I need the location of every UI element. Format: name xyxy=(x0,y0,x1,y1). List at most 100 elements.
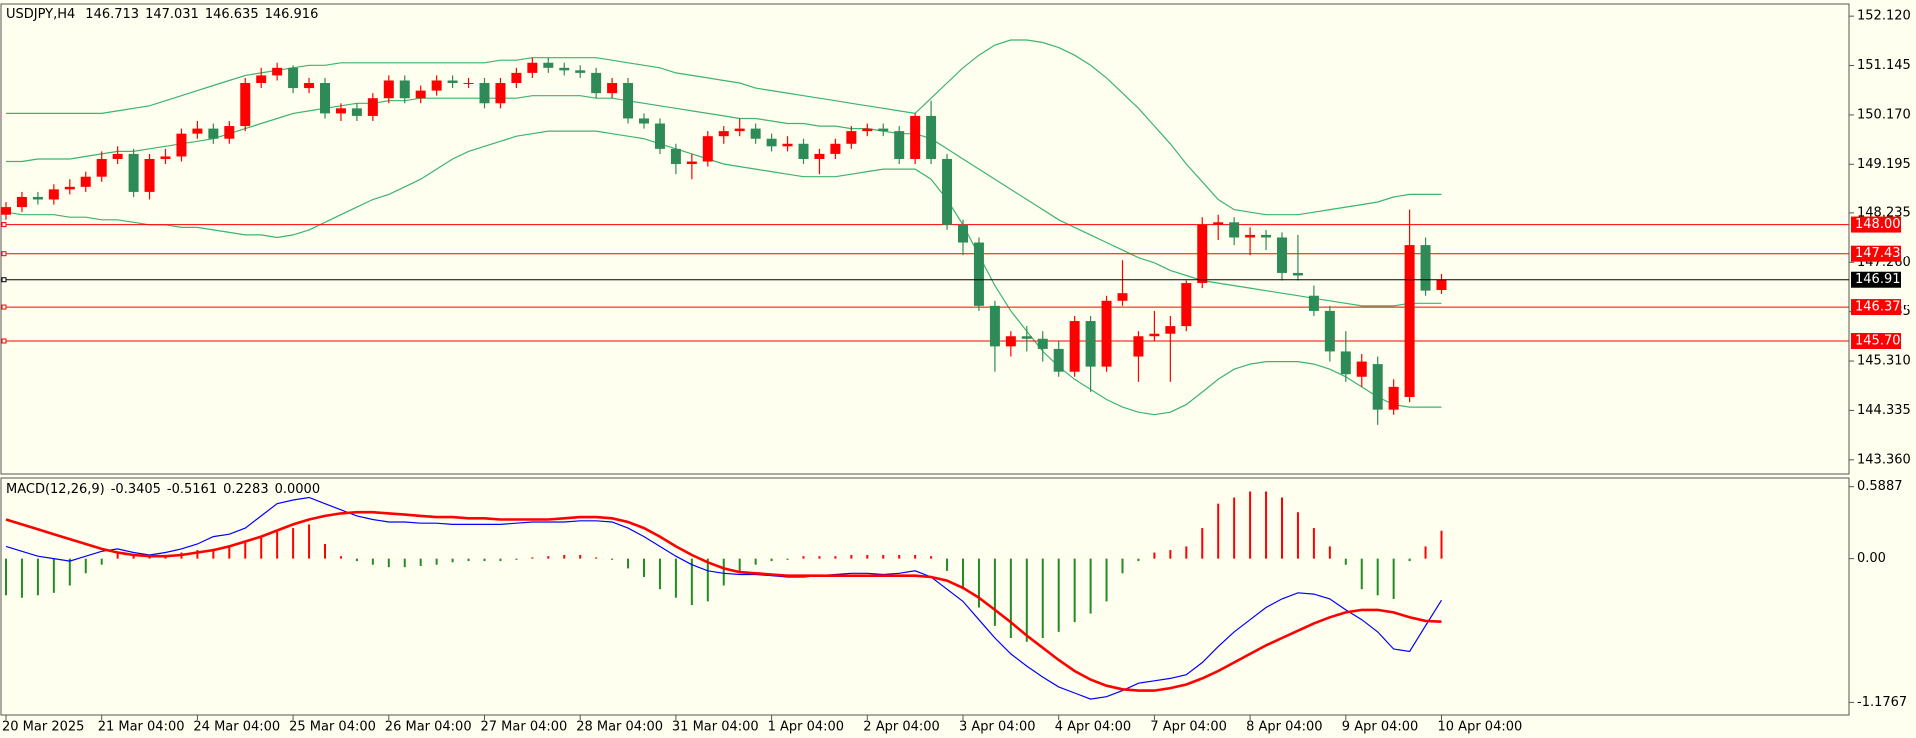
candle-body xyxy=(607,83,618,94)
macd-signal-value: -0.5161 xyxy=(167,482,217,497)
x-tick-label: 8 Apr 04:00 xyxy=(1246,720,1323,735)
level-line-label: 146.376 xyxy=(1855,300,1909,315)
candle-body xyxy=(639,118,649,124)
candle-body xyxy=(910,115,921,159)
x-tick-label: 3 Apr 04:00 xyxy=(959,720,1036,735)
level-line-label-bg xyxy=(1851,299,1901,316)
level-line-marker xyxy=(1,222,7,228)
candle-body xyxy=(846,131,857,144)
x-tick-label: 10 Apr 04:00 xyxy=(1438,720,1523,735)
y-tick-label: 152.120 xyxy=(1857,9,1911,24)
candle-body xyxy=(1213,222,1224,225)
candle-body xyxy=(686,161,697,165)
x-tick-label: 31 Mar 04:00 xyxy=(672,720,759,735)
x-tick-label: 2 Apr 04:00 xyxy=(863,720,940,735)
candle-body xyxy=(1181,283,1192,327)
candle-body xyxy=(894,131,905,159)
current-price-line-marker xyxy=(1,277,7,283)
level-line-label-bg xyxy=(1851,333,1901,350)
candle-body xyxy=(1037,338,1048,349)
x-tick-label: 1 Apr 04:00 xyxy=(768,720,845,735)
candle-body xyxy=(862,128,873,132)
candle-body xyxy=(351,108,362,116)
macd-extra-value: 0.0000 xyxy=(275,482,321,497)
candle-body xyxy=(527,62,538,73)
candle-body xyxy=(1149,333,1160,337)
candle-body xyxy=(1277,237,1287,273)
high-value: 147.031 xyxy=(145,7,199,22)
y-tick-label: 0.5887 xyxy=(1857,479,1903,494)
price-panel xyxy=(0,3,1850,475)
candle-body xyxy=(734,128,745,132)
candle-body xyxy=(176,133,187,157)
candle-body xyxy=(112,153,123,159)
candle-body xyxy=(144,158,155,192)
candle-body xyxy=(958,224,968,243)
candle-body xyxy=(495,83,506,104)
candle-body xyxy=(1165,326,1176,334)
macd-main-value: -0.3405 xyxy=(111,482,161,497)
candle-body xyxy=(1229,222,1240,238)
candle-body xyxy=(48,189,59,200)
candle-body xyxy=(1,207,11,215)
candle-body xyxy=(224,126,235,139)
level-line-label-bg xyxy=(1851,216,1901,233)
candle-body xyxy=(1197,224,1208,284)
candle-body xyxy=(335,108,346,114)
candle-body xyxy=(64,186,75,190)
candle-body xyxy=(383,80,394,99)
macd-panel xyxy=(0,477,1850,716)
candle-body xyxy=(32,196,43,200)
candle-body xyxy=(559,67,570,71)
bollinger-band xyxy=(5,130,1442,416)
current-price-line-label-bg xyxy=(1851,271,1901,288)
candle-body xyxy=(367,98,378,116)
candle-body xyxy=(1021,336,1032,339)
candle-body xyxy=(1005,336,1016,347)
candle-body xyxy=(1133,336,1144,357)
candle-body xyxy=(272,67,283,76)
y-tick-label: 149.195 xyxy=(1857,157,1911,172)
candle-body xyxy=(623,83,634,119)
candle-body xyxy=(208,128,219,139)
macd-header: MACD(12,26,9) -0.3405 -0.5161 0.2283 0.0000 xyxy=(6,482,320,497)
candle-body xyxy=(447,80,458,84)
candle-body xyxy=(1245,234,1256,238)
macd-signal-line xyxy=(5,510,1442,692)
y-tick-label: 145.310 xyxy=(1857,354,1911,369)
x-tick-label: 28 Mar 04:00 xyxy=(576,720,663,735)
candle-body xyxy=(750,128,761,139)
level-line-marker xyxy=(1,304,7,310)
candle-body xyxy=(926,115,937,159)
candle-body xyxy=(575,70,586,73)
candle-body xyxy=(80,176,91,187)
candle-body xyxy=(670,148,681,165)
candle-body xyxy=(543,62,554,68)
candle-body xyxy=(1085,321,1096,367)
macd-hist-value: 0.2283 xyxy=(223,482,269,497)
x-tick-label: 7 Apr 04:00 xyxy=(1150,720,1227,735)
current-price-line-label: 146.916 xyxy=(1855,272,1909,287)
x-tick-label: 9 Apr 04:00 xyxy=(1342,720,1419,735)
x-tick-label: 4 Apr 04:00 xyxy=(1055,720,1132,735)
candle-body xyxy=(1292,272,1303,276)
x-tick-label: 25 Mar 04:00 xyxy=(289,720,376,735)
y-tick-label: 143.360 xyxy=(1857,452,1911,467)
candle-body xyxy=(973,242,984,306)
candle-body xyxy=(1404,245,1415,398)
candle-body xyxy=(782,143,793,147)
open-value: 146.713 xyxy=(85,7,139,22)
candle-body xyxy=(320,83,330,114)
candle-body xyxy=(96,158,107,177)
y-tick-label: 150.170 xyxy=(1857,107,1911,122)
candle-body xyxy=(1069,321,1080,372)
level-line-marker xyxy=(1,338,7,344)
candle-body xyxy=(511,72,522,84)
candle-body xyxy=(1436,279,1447,291)
candle-body xyxy=(256,75,267,84)
candle-body xyxy=(654,123,665,149)
candle-body xyxy=(1324,310,1335,352)
candle-body xyxy=(1340,351,1351,375)
candle-body xyxy=(240,83,251,127)
